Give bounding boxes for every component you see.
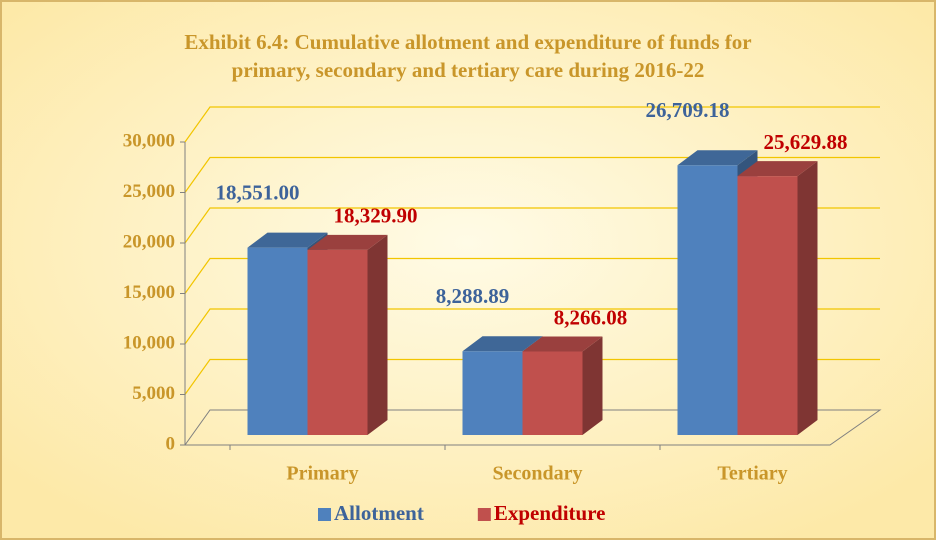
x-tick-label: Tertiary xyxy=(717,463,787,485)
bar-front xyxy=(462,351,523,435)
legend-swatch xyxy=(318,508,331,521)
bar-top xyxy=(522,336,603,352)
grid-line xyxy=(184,358,880,395)
grid-line xyxy=(184,156,880,193)
value-label: 8,288.89 xyxy=(436,284,510,308)
value-label: 18,551.00 xyxy=(216,180,300,204)
y-tick-label: 25,000 xyxy=(123,181,175,202)
bar-side xyxy=(797,161,818,435)
y-tick-label: 0 xyxy=(166,433,176,454)
x-tick-label: Secondary xyxy=(493,463,583,485)
bar-front xyxy=(737,176,798,435)
bar xyxy=(307,234,388,435)
bar-side xyxy=(367,234,388,435)
value-label: 26,709.18 xyxy=(646,98,730,122)
x-tick-label: Primary xyxy=(286,463,358,485)
value-label: 8,266.08 xyxy=(554,305,628,329)
bar-top xyxy=(737,161,818,177)
grid-line xyxy=(184,207,880,244)
bar-top xyxy=(677,150,758,166)
bar-top xyxy=(462,336,543,352)
y-tick-label: 10,000 xyxy=(123,332,175,353)
bar-top xyxy=(307,234,388,250)
bar-top xyxy=(247,232,328,248)
bar-side xyxy=(582,336,603,435)
bar-front xyxy=(307,249,368,435)
bar-front xyxy=(522,351,583,435)
bar xyxy=(737,161,818,435)
legend-label: Allotment xyxy=(334,501,424,525)
bar-front xyxy=(677,165,738,435)
chart-title: Exhibit 6.4: Cumulative allotment and ex… xyxy=(184,30,751,54)
bar xyxy=(522,336,603,435)
grid-line xyxy=(184,106,880,143)
grid-line xyxy=(184,257,880,294)
y-tick-label: 15,000 xyxy=(123,282,175,303)
floor xyxy=(184,409,882,446)
value-label: 18,329.90 xyxy=(334,204,418,228)
legend-label: Expenditure xyxy=(494,501,606,525)
y-tick-label: 30,000 xyxy=(123,130,175,151)
chart-subtitle: primary, secondary and tertiary care dur… xyxy=(232,58,705,82)
y-tick-label: 20,000 xyxy=(123,231,175,252)
value-label: 25,629.88 xyxy=(764,130,848,154)
grid-line xyxy=(184,308,880,345)
legend-swatch xyxy=(477,508,491,521)
bar-front xyxy=(247,247,308,435)
y-tick-label: 5,000 xyxy=(132,383,175,404)
